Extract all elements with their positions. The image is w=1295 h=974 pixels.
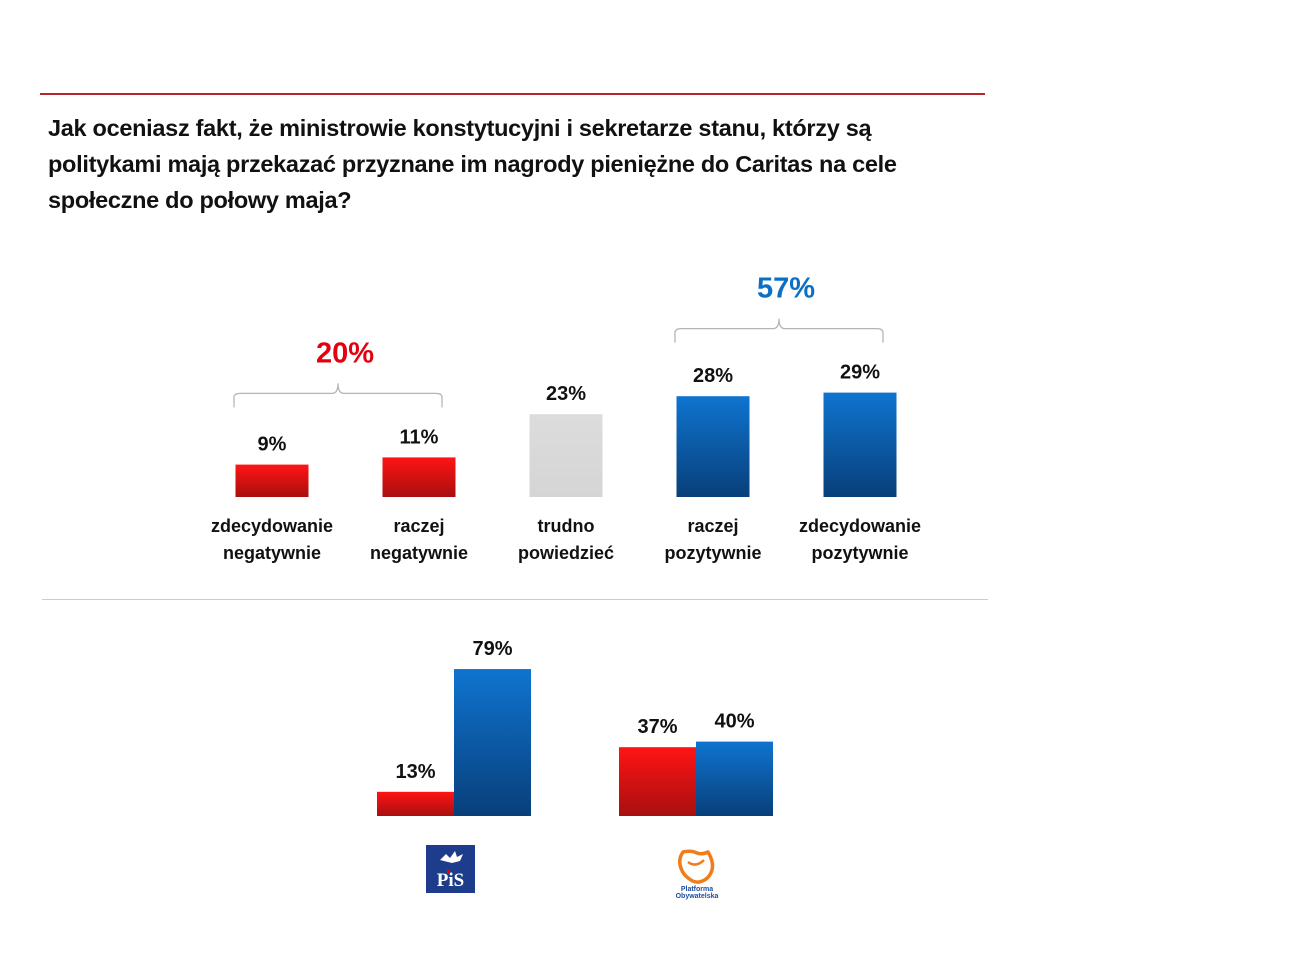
- party-bar-1-pozytywnie: [454, 669, 531, 816]
- po-logo-line2: Obywatelska: [676, 893, 719, 900]
- group-brace: [674, 318, 884, 343]
- category-label: zdecydowanie: [799, 516, 921, 536]
- party-bar-value-label: 13%: [395, 761, 435, 783]
- category-label: raczej: [687, 516, 738, 536]
- bar-value-label: 29%: [840, 362, 880, 384]
- bar-3: [529, 414, 603, 497]
- category-label: raczej: [393, 516, 444, 536]
- bar-value-label: 9%: [258, 434, 287, 456]
- po-logo: Platforma Obywatelska: [676, 849, 719, 900]
- bar-2: [382, 457, 456, 497]
- bar-4: [676, 396, 750, 497]
- party-bar-value-label: 79%: [472, 638, 512, 660]
- party-bar-chart: 13% 79% 37% 40%: [377, 638, 773, 816]
- pis-logo-text: PiS: [437, 870, 464, 891]
- party-bar-value-label: 37%: [637, 716, 677, 738]
- bar-value-label: 23%: [546, 383, 586, 405]
- category-label: pozytywnie: [811, 543, 908, 563]
- bar-5: [823, 392, 897, 497]
- bar-value-label: 11%: [400, 426, 439, 448]
- po-logo-line1: Platforma: [681, 886, 713, 893]
- party-bar-1-negatywnie: [377, 791, 454, 816]
- chart-question-title: Jak oceniasz fakt, że ministrowie konsty…: [48, 115, 897, 213]
- group-total-label: 20%: [316, 337, 374, 369]
- category-label: negatywnie: [223, 543, 321, 563]
- party-bar-2-pozytywnie: [696, 741, 773, 816]
- party-bar-2-negatywnie: [619, 747, 696, 816]
- top-divider: [40, 93, 985, 95]
- category-label: pozytywnie: [664, 543, 761, 563]
- group-brace: [233, 383, 443, 408]
- section-divider: [42, 599, 988, 600]
- overall-bar-chart: 9% zdecydowanie negatywnie 11% raczej negatyw…: [211, 273, 921, 563]
- bar-1: [235, 464, 309, 497]
- group-total-label: 57%: [757, 273, 815, 305]
- category-label: negatywnie: [370, 543, 468, 563]
- category-label: powiedzieć: [518, 543, 614, 563]
- party-bar-value-label: 40%: [714, 711, 754, 733]
- pis-logo: PiS: [426, 845, 475, 893]
- bar-value-label: 28%: [693, 365, 733, 387]
- category-label: trudno: [538, 516, 595, 536]
- category-label: zdecydowanie: [211, 516, 333, 536]
